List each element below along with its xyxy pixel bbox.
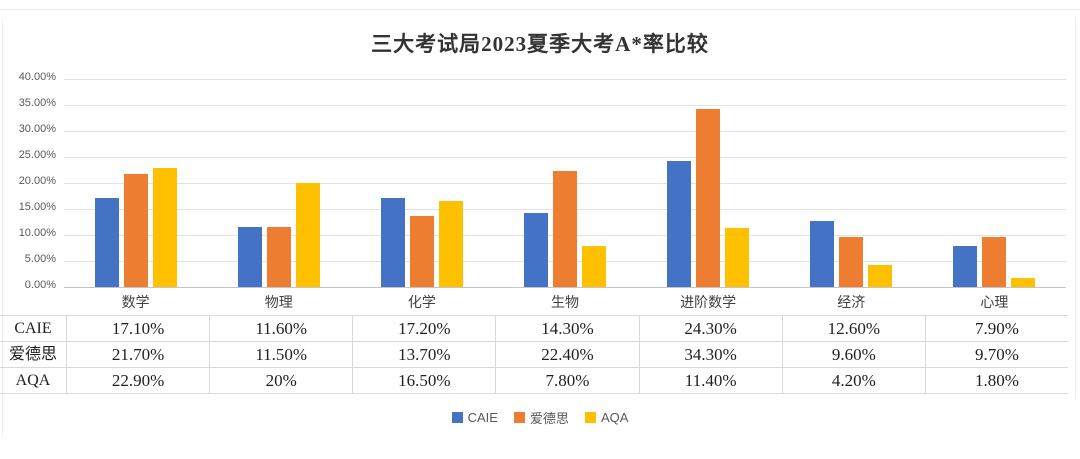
bar-group: [780, 79, 923, 287]
table-cell: 17.20%: [352, 316, 496, 342]
bar-爱德思: [982, 236, 1007, 287]
gridline: [64, 79, 1066, 80]
category-label: 数学: [121, 296, 150, 311]
table-cell: 4.20%: [781, 368, 925, 394]
bar-group: [64, 79, 207, 287]
bar-爱德思: [409, 215, 434, 287]
table-cell: 9.70%: [924, 342, 1068, 368]
x-axis-labels: 数学 物理 化学 生物 进阶数学 经济 心理: [64, 292, 1066, 312]
table-cell: 24.30%: [638, 316, 782, 342]
legend-item: CAIE: [451, 410, 498, 425]
bar-爱德思: [839, 237, 864, 287]
plot-area: [64, 79, 1066, 288]
bar-CAIE: [953, 245, 978, 287]
legend-swatch-icon: [584, 412, 596, 423]
table-cell: 34.30%: [638, 342, 782, 368]
bar-group: [637, 79, 780, 287]
category-label: 物理: [264, 296, 293, 311]
table-cell: 13.70%: [352, 342, 496, 368]
bar-AQA: [295, 183, 320, 287]
bar-CAIE: [237, 226, 262, 287]
category-label: 经济: [837, 296, 866, 311]
bar-AQA: [1011, 277, 1036, 287]
y-tick-label: 0.00%: [24, 279, 56, 291]
y-tick-label: 25.00%: [18, 149, 56, 161]
table-cell: 12.60%: [781, 316, 925, 342]
table-cell: 11.60%: [209, 316, 353, 342]
x-axis-line: [64, 287, 1066, 288]
table-cell: 22.90%: [66, 368, 210, 394]
table-cell: 17.10%: [66, 316, 210, 342]
y-tick-label: 35.00%: [18, 97, 56, 109]
table-cell: 7.80%: [495, 368, 639, 394]
bar-AQA: [725, 227, 750, 287]
bar-AQA: [581, 246, 606, 287]
table-cell: 22.40%: [495, 342, 639, 368]
table-cell: 21.70%: [66, 342, 210, 368]
table-row-label: AQA: [0, 368, 66, 394]
legend-label: CAIE: [467, 410, 498, 425]
table-cell: 14.30%: [495, 316, 639, 342]
bar-CAIE: [380, 197, 405, 287]
bar-group: [207, 79, 350, 287]
category-label: 生物: [550, 296, 579, 311]
chart-title: 三大考试局2023夏季大考A*率比较: [371, 32, 709, 56]
y-tick-label: 20.00%: [18, 175, 56, 187]
bar-AQA: [152, 167, 177, 287]
table-cell: 9.60%: [781, 342, 925, 368]
legend-item: 爱德思: [513, 408, 569, 427]
y-tick-label: 5.00%: [24, 253, 56, 265]
bar-爱德思: [266, 227, 291, 287]
y-tick-label: 30.00%: [18, 123, 56, 135]
y-tick-label: 40.00%: [18, 71, 56, 83]
legend: CAIE 爱德思 AQA: [0, 408, 1080, 427]
legend-swatch-icon: [451, 412, 463, 423]
sheet-gridline-right: [1075, 18, 1076, 398]
bar-group: [350, 79, 493, 287]
table-cell: 7.90%: [924, 316, 1068, 342]
bar-AQA: [868, 265, 893, 287]
legend-swatch-icon: [513, 412, 525, 423]
bar-CAIE: [523, 212, 548, 287]
bar-CAIE: [94, 198, 119, 287]
bar-爱德思: [552, 170, 577, 287]
sheet-gridline-top: [0, 9, 1080, 10]
category-label: 心理: [980, 296, 1009, 311]
bar-爱德思: [696, 108, 721, 287]
table-cell: 16.50%: [352, 368, 496, 394]
category-label: 进阶数学: [680, 296, 737, 311]
bar-CAIE: [667, 160, 692, 287]
table-cell: 20%: [209, 368, 353, 394]
table-cell: 1.80%: [924, 368, 1068, 394]
legend-label: AQA: [600, 410, 629, 425]
gridline: [64, 131, 1066, 132]
gridline: [64, 157, 1066, 158]
bar-爱德思: [123, 174, 148, 287]
bar-CAIE: [810, 221, 835, 287]
category-label: 化学: [407, 296, 436, 311]
legend-label: 爱德思: [529, 411, 569, 426]
table-cell: 11.50%: [209, 342, 353, 368]
gridline: [64, 105, 1066, 106]
y-tick-label: 15.00%: [18, 201, 56, 213]
table-row-label: CAIE: [0, 316, 66, 342]
table-row-label: 爱德思: [0, 342, 66, 368]
data-table: CAIE 17.10% 11.60% 17.20% 14.30% 24.30% 12.60%…: [0, 315, 1068, 394]
bar-group: [923, 79, 1066, 287]
sheet-gridline-left: [2, 18, 3, 438]
table-cell: 11.40%: [638, 368, 782, 394]
bar-group: [493, 79, 636, 287]
y-tick-label: 10.00%: [18, 227, 56, 239]
legend-item: AQA: [584, 410, 629, 425]
bar-AQA: [438, 201, 463, 287]
